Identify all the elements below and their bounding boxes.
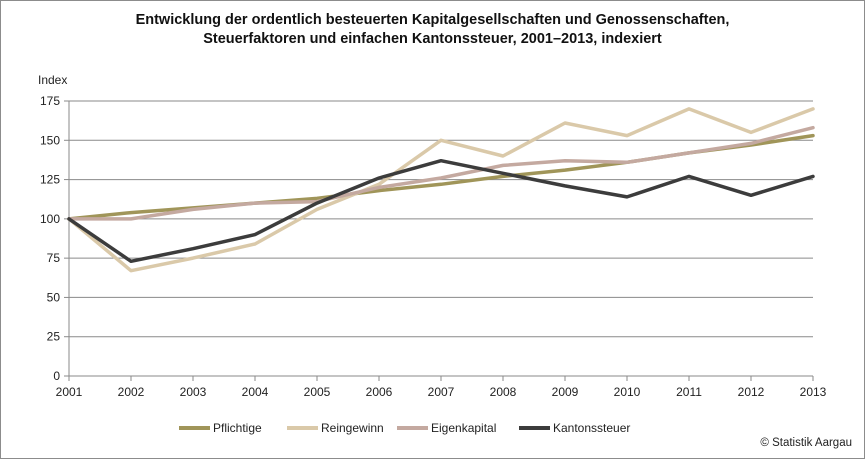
y-tick-label-75: 75 <box>47 251 61 265</box>
x-tick-label-2007: 2007 <box>428 385 455 399</box>
y-tick-label-175: 175 <box>40 94 60 108</box>
y-axis-label: Index <box>38 73 68 87</box>
legend-item-reingewinn: Reingewinn <box>287 421 384 435</box>
legend-label-eigenkapital: Eigenkapital <box>431 421 496 435</box>
y-tick-label-150: 150 <box>40 133 60 147</box>
axes <box>64 100 814 381</box>
x-tick-label-2012: 2012 <box>738 385 765 399</box>
legend-item-kantonssteuer: Kantonssteuer <box>519 421 630 435</box>
series-line-kantonssteuer <box>67 158 815 264</box>
chart-title-line-2: Steuerfaktoren und einfachen Kantonssteu… <box>203 31 662 47</box>
x-tick-label-2011: 2011 <box>676 385 702 399</box>
chart-title: Entwicklung der ordentlich besteuerten K… <box>1 11 864 49</box>
legend: Pflichtige Reingewinn Eigenkapital Kantonss… <box>179 421 630 435</box>
y-tick-label-0: 0 <box>53 369 60 383</box>
source-credit: © Statistik Aargau <box>760 437 852 449</box>
x-tick-label-2010: 2010 <box>614 385 641 399</box>
gridlines <box>69 100 813 338</box>
legend-label-pflichtige: Pflichtige <box>213 421 262 435</box>
series-line-reingewinn <box>67 107 815 273</box>
x-tick-label-2001: 2001 <box>56 385 83 399</box>
x-tick-label-2002: 2002 <box>118 385 145 399</box>
x-tick-label-2009: 2009 <box>552 385 579 399</box>
series-lines <box>67 107 815 273</box>
legend-item-pflichtige: Pflichtige <box>179 421 262 435</box>
legend-item-eigenkapital: Eigenkapital <box>397 421 496 435</box>
x-tick-label-2004: 2004 <box>242 385 269 399</box>
y-tick-label-100: 100 <box>40 212 60 226</box>
y-tick-label-50: 50 <box>47 290 61 304</box>
y-tick-label-125: 125 <box>40 173 60 187</box>
y-tick-label-25: 25 <box>47 330 61 344</box>
legend-label-reingewinn: Reingewinn <box>321 421 384 435</box>
x-tick-label-2008: 2008 <box>490 385 517 399</box>
x-tick-label-2003: 2003 <box>180 385 207 399</box>
x-tick-label-2005: 2005 <box>304 385 331 399</box>
chart-title-line-1: Entwicklung der ordentlich besteuerten K… <box>135 12 730 28</box>
series-line-eigenkapital <box>67 125 815 221</box>
legend-label-kantonssteuer: Kantonssteuer <box>553 421 630 435</box>
tick-labels: 0 25 50 75 100 125 150 175 2001 2002 2003 2004 2005 2… <box>40 94 827 399</box>
x-tick-label-2013: 2013 <box>800 385 827 399</box>
x-tick-label-2006: 2006 <box>366 385 393 399</box>
